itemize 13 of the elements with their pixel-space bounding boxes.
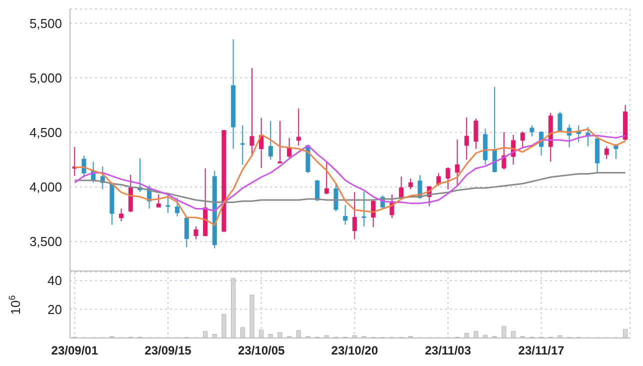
y-tick-label: 4,500	[29, 124, 62, 140]
x-tick-label: 23/09/15	[144, 344, 192, 358]
x-tick-label: 23/11/17	[518, 344, 565, 358]
x-tick-label: 23/10/20	[331, 344, 378, 358]
y-tick-label: 20	[48, 302, 62, 317]
x-tick-label: 23/10/05	[238, 344, 286, 358]
y-tick-label: 40	[48, 273, 62, 288]
y-tick-label: 3,500	[29, 234, 62, 250]
y-tick-label: 4,000	[29, 180, 62, 195]
y-tick-label: 5,000	[29, 70, 62, 86]
y-tick-label: 5,500	[29, 16, 62, 31]
x-tick-label: 23/09/01	[51, 344, 98, 358]
x-tick-label: 23/11/03	[424, 344, 472, 358]
